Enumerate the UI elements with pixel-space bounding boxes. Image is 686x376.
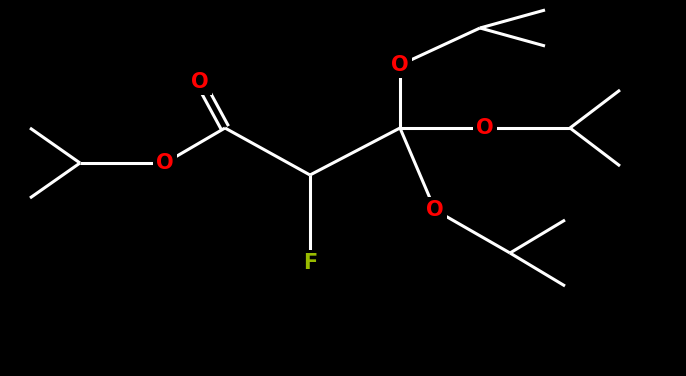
Text: O: O bbox=[476, 118, 494, 138]
Text: F: F bbox=[303, 253, 317, 273]
Text: O: O bbox=[156, 153, 174, 173]
Text: O: O bbox=[191, 72, 209, 92]
Text: O: O bbox=[426, 200, 444, 220]
Text: O: O bbox=[391, 55, 409, 75]
